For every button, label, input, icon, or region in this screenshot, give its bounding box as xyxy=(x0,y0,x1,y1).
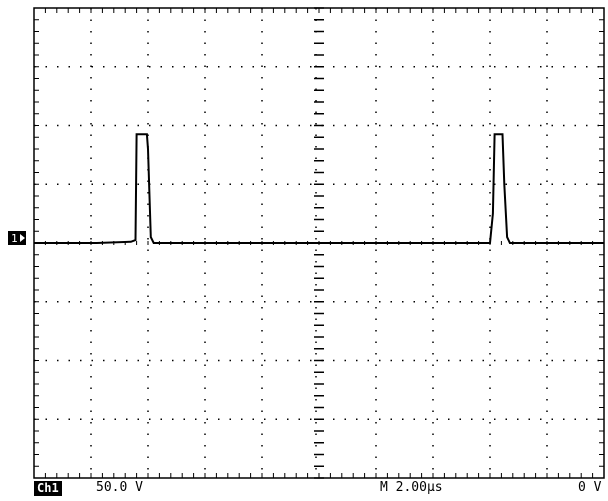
volts-per-division: 50.0 V xyxy=(96,480,143,495)
channel-label: Ch1 xyxy=(34,481,62,496)
graticule-grid xyxy=(33,7,605,479)
channel-ground-marker-icon: 1 xyxy=(8,231,26,245)
signal-trace xyxy=(34,133,604,244)
trigger-level-readout: 0 V xyxy=(578,480,602,495)
timebase-readout: M 2.00µs xyxy=(380,480,443,495)
svg-text:1: 1 xyxy=(11,232,18,245)
